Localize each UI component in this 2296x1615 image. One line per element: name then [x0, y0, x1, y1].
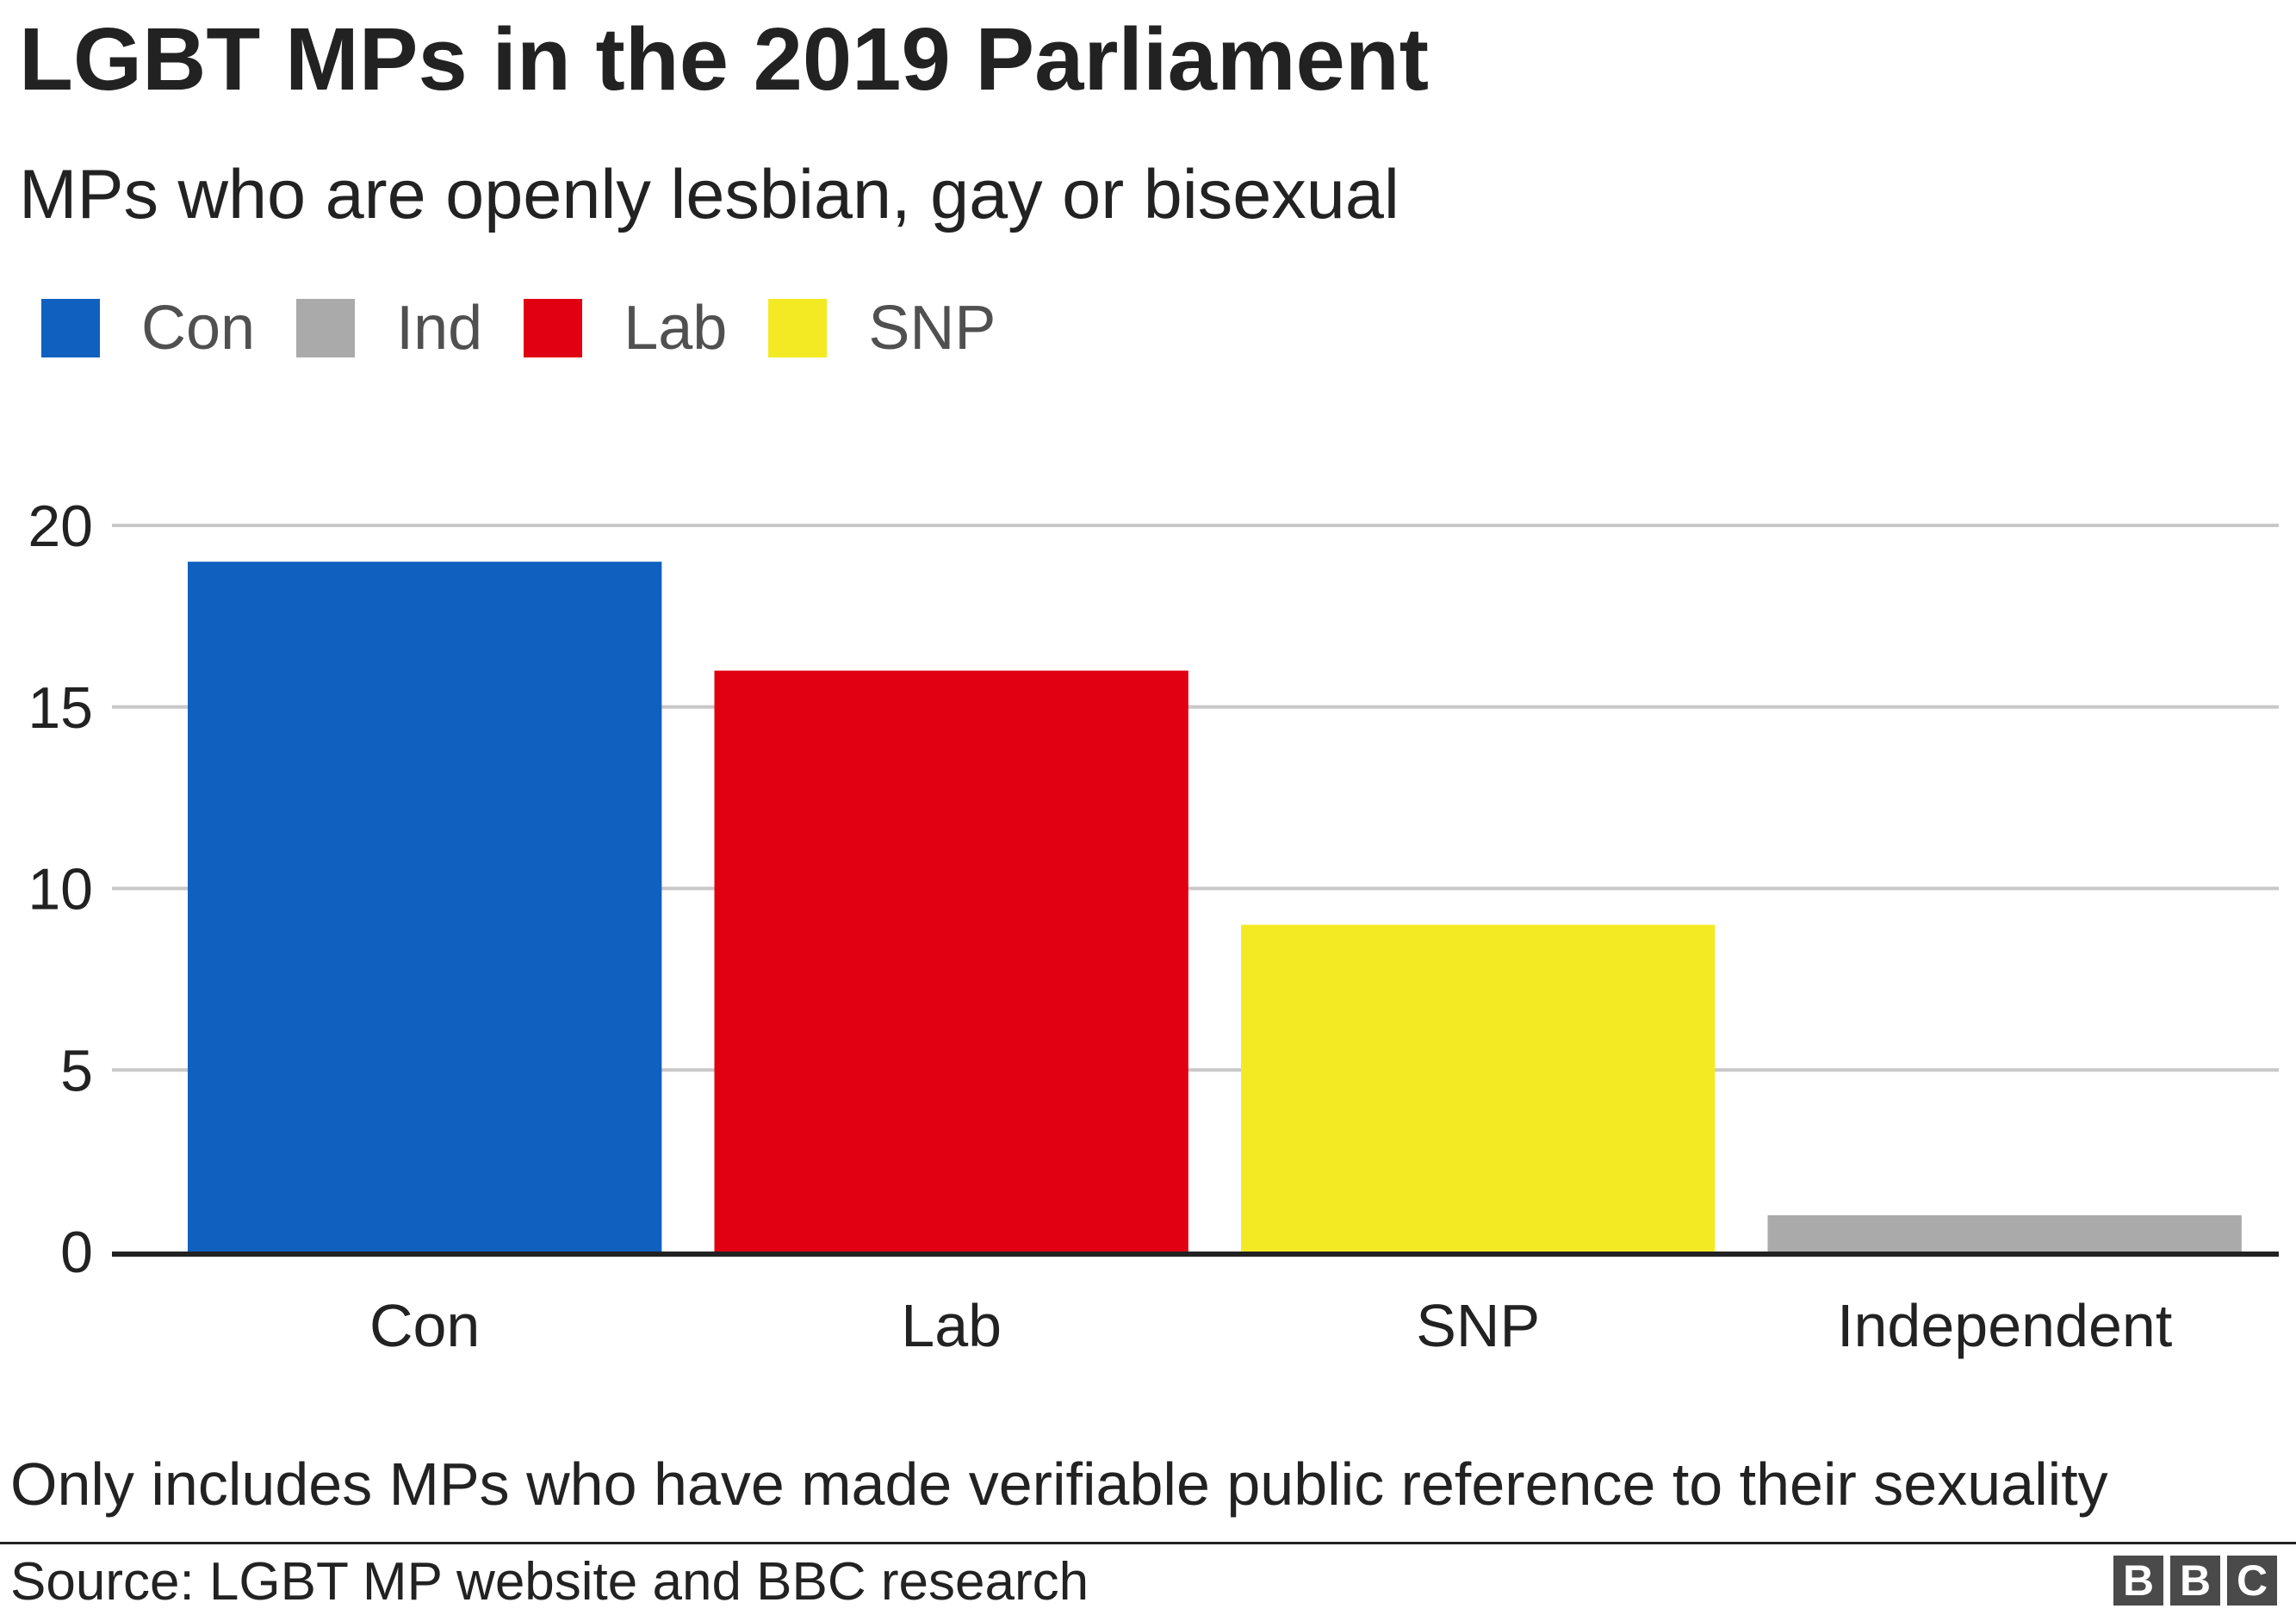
y-tick-label: 20 [28, 494, 93, 559]
bar-snp [1241, 924, 1716, 1252]
chart-title: LGBT MPs in the 2019 Parliament [19, 9, 1430, 109]
legend: Con Ind Lab SNP [41, 289, 1037, 367]
legend-label-ind: Ind [396, 294, 483, 363]
bbc-logo-letter: B [2170, 1556, 2220, 1606]
legend-label-con: Con [141, 294, 256, 363]
bbc-logo-letter: B [2113, 1556, 2163, 1606]
bar-lab [714, 670, 1188, 1252]
legend-label-snp: SNP [868, 294, 996, 363]
y-tick-label: 15 [28, 675, 93, 741]
footnote: Only includes MPs who have made verifiab… [10, 1450, 2108, 1518]
bar-chart: 0 5 10 15 20 Con Lab SNP Independent [28, 494, 2279, 1359]
legend-swatch-ind [296, 299, 356, 357]
y-tick-label: 5 [60, 1038, 93, 1103]
x-tick-label: Con [369, 1292, 480, 1359]
legend-label-lab: Lab [624, 294, 728, 363]
legend-item-con: Con [41, 293, 255, 363]
x-tick-label: SNP [1416, 1292, 1540, 1359]
y-axis-ticks: 0 5 10 15 20 [28, 494, 93, 1285]
x-axis-labels: Con Lab SNP Independent [369, 1292, 2172, 1359]
legend-item-lab: Lab [524, 293, 727, 363]
bbc-logo-letter: C [2227, 1556, 2277, 1606]
legend-swatch-snp [768, 299, 828, 357]
source-note: Source: LGBT MP website and BBC research [10, 1552, 1089, 1612]
bar-con [188, 562, 662, 1252]
x-tick-label: Lab [901, 1292, 1002, 1359]
legend-swatch-lab [524, 299, 583, 357]
bars [188, 562, 2242, 1252]
bbc-logo: B B C [2107, 1556, 2277, 1606]
footer-divider [0, 1542, 2296, 1544]
y-tick-label: 10 [28, 857, 93, 922]
legend-swatch-con [41, 299, 100, 357]
y-tick-label: 0 [60, 1220, 93, 1285]
chart-subtitle: MPs who are openly lesbian, gay or bisex… [19, 156, 1399, 233]
x-tick-label: Independent [1837, 1292, 2172, 1359]
bar-independent [1767, 1214, 2242, 1252]
legend-item-ind: Ind [296, 293, 482, 363]
legend-item-snp: SNP [768, 293, 996, 363]
